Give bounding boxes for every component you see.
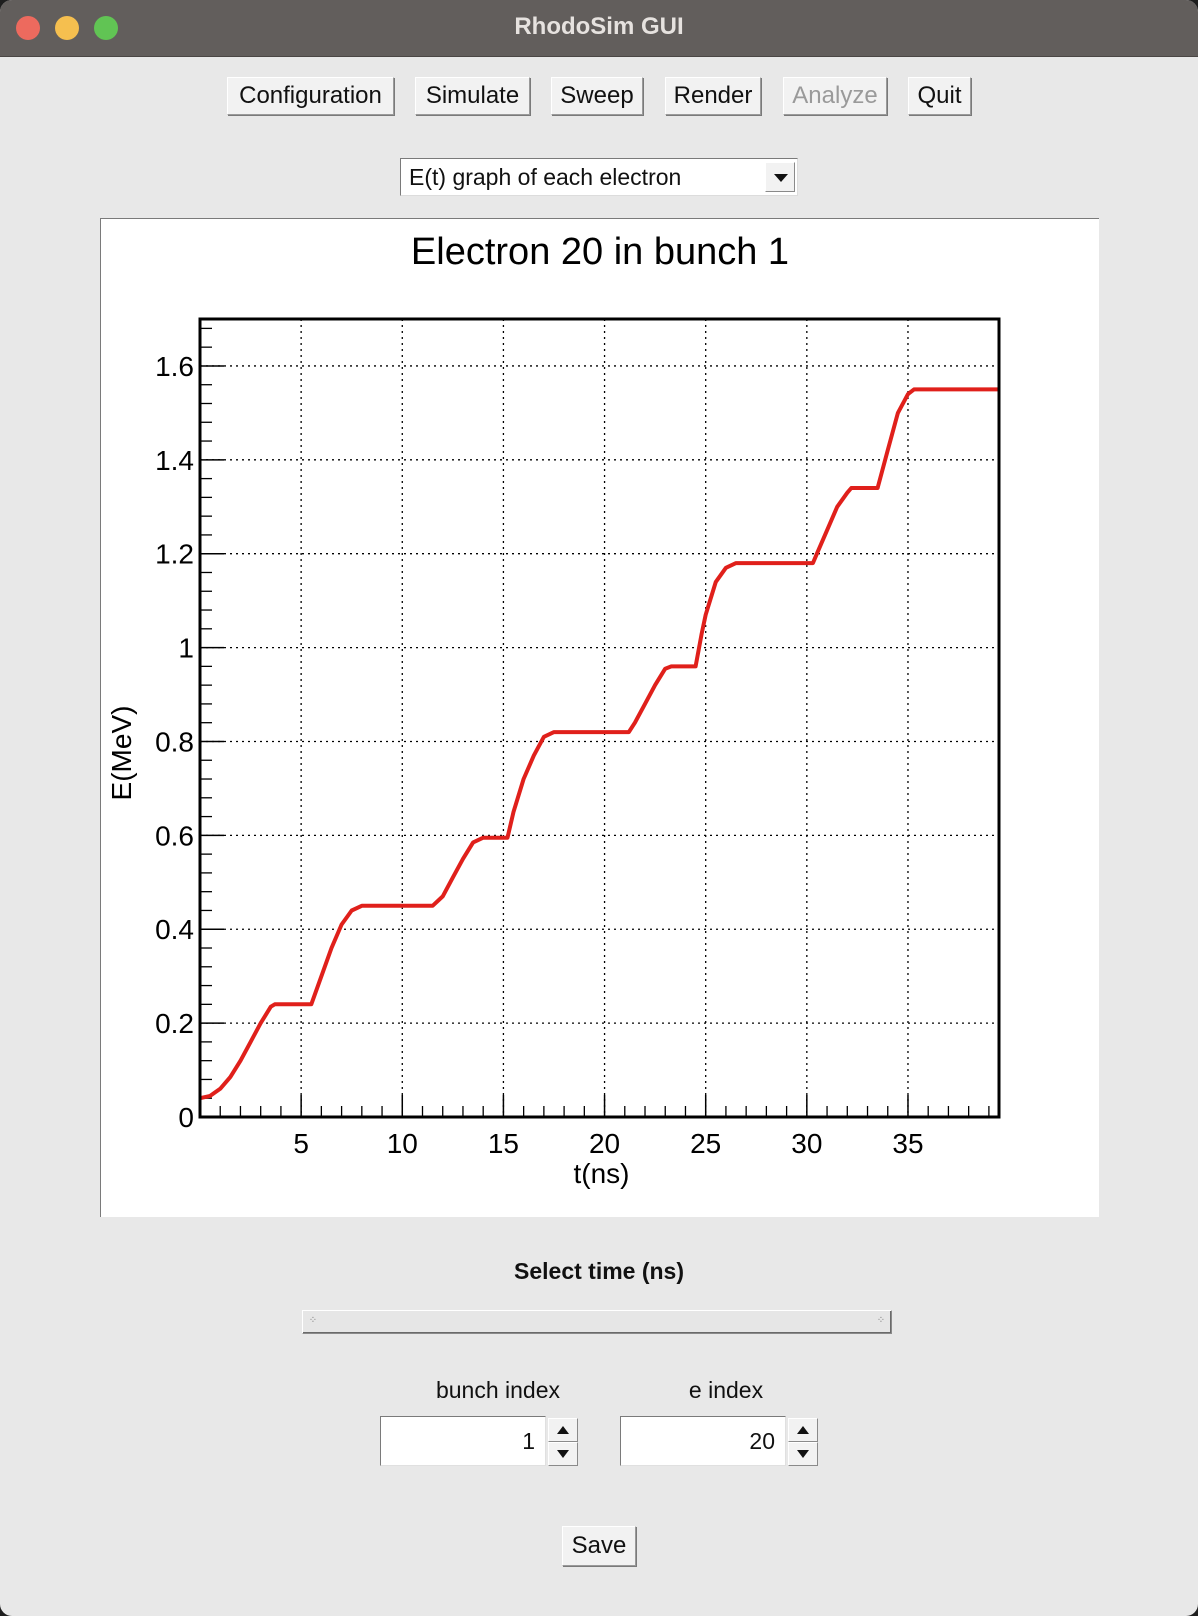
y-tick-label: 1 — [178, 633, 194, 664]
y-tick-label: 0.8 — [155, 726, 194, 757]
x-tick-label: 5 — [293, 1128, 309, 1159]
y-axis-label: E(MeV) — [106, 706, 137, 801]
bunch-index-increment-icon[interactable] — [548, 1418, 578, 1442]
e-index-decrement-icon[interactable] — [788, 1442, 818, 1466]
chevron-down-icon[interactable] — [765, 162, 795, 192]
energy-series-line — [199, 387, 999, 1101]
y-tick-label: 0.2 — [155, 1008, 194, 1039]
slider-grip-right-icon[interactable]: ⁘ — [876, 1315, 886, 1326]
save-button[interactable]: Save — [562, 1526, 636, 1566]
chart-title: Electron 20 in bunch 1 — [411, 231, 789, 273]
sweep-button[interactable]: Sweep — [551, 77, 643, 115]
e-index-input[interactable]: 20 — [620, 1416, 786, 1466]
view-select[interactable]: E(t) graph of each electron — [400, 158, 798, 196]
x-tick-label: 10 — [387, 1128, 418, 1159]
bunch-index-label: bunch index — [435, 1377, 561, 1403]
time-slider[interactable]: ⁘ ⁘ — [302, 1310, 892, 1334]
analyze-button: Analyze — [783, 77, 887, 115]
x-axis-label: t(ns) — [574, 1158, 630, 1189]
tick-labels: 5 10 15 20 25 30 35 0 0.2 0.4 0.6 0.8 1 1.2 1.4 1.6 — [155, 351, 923, 1159]
quit-button[interactable]: Quit — [908, 77, 971, 115]
x-tick-label: 15 — [488, 1128, 519, 1159]
y-tick-label: 1.4 — [155, 445, 194, 476]
grid — [200, 319, 999, 1117]
e-index-increment-icon[interactable] — [788, 1418, 818, 1442]
maximize-window-button[interactable] — [94, 16, 118, 40]
render-button[interactable]: Render — [665, 77, 761, 115]
y-tick-label: 1.6 — [155, 351, 194, 382]
view-select-value: E(t) graph of each electron — [409, 164, 682, 190]
x-tick-label: 35 — [892, 1128, 923, 1159]
x-tick-label: 20 — [589, 1128, 620, 1159]
x-tick-label: 30 — [791, 1128, 822, 1159]
simulate-button[interactable]: Simulate — [415, 77, 530, 115]
plot-canvas[interactable]: 5 10 15 20 25 30 35 0 0.2 0.4 0.6 0.8 1 1.2 1.4 1.6 Ele… — [100, 218, 1099, 1217]
axis-ticks — [200, 327, 990, 1118]
series-layer — [199, 387, 999, 1101]
bunch-index-input[interactable]: 1 — [380, 1416, 546, 1466]
x-tick-label: 25 — [690, 1128, 721, 1159]
window-title: RhodoSim GUI — [514, 13, 684, 40]
close-window-button[interactable] — [16, 16, 40, 40]
minimize-window-button[interactable] — [55, 16, 79, 40]
plot-frame — [198, 317, 1001, 1119]
select-time-label: Select time (ns) — [514, 1258, 684, 1284]
configuration-button[interactable]: Configuration — [227, 77, 394, 115]
y-tick-label: 1.2 — [155, 539, 194, 570]
energy-time-chart: 5 10 15 20 25 30 35 0 0.2 0.4 0.6 0.8 1 1.2 1.4 1.6 Ele… — [106, 231, 1001, 1189]
y-tick-label: 0 — [178, 1102, 194, 1133]
e-index-label: e index — [688, 1377, 764, 1403]
y-tick-label: 0.4 — [155, 914, 194, 945]
bunch-index-decrement-icon[interactable] — [548, 1442, 578, 1466]
slider-grip-left-icon[interactable]: ⁘ — [308, 1315, 318, 1326]
title-bar: RhodoSim GUI — [0, 0, 1198, 57]
y-tick-label: 0.6 — [155, 820, 194, 851]
